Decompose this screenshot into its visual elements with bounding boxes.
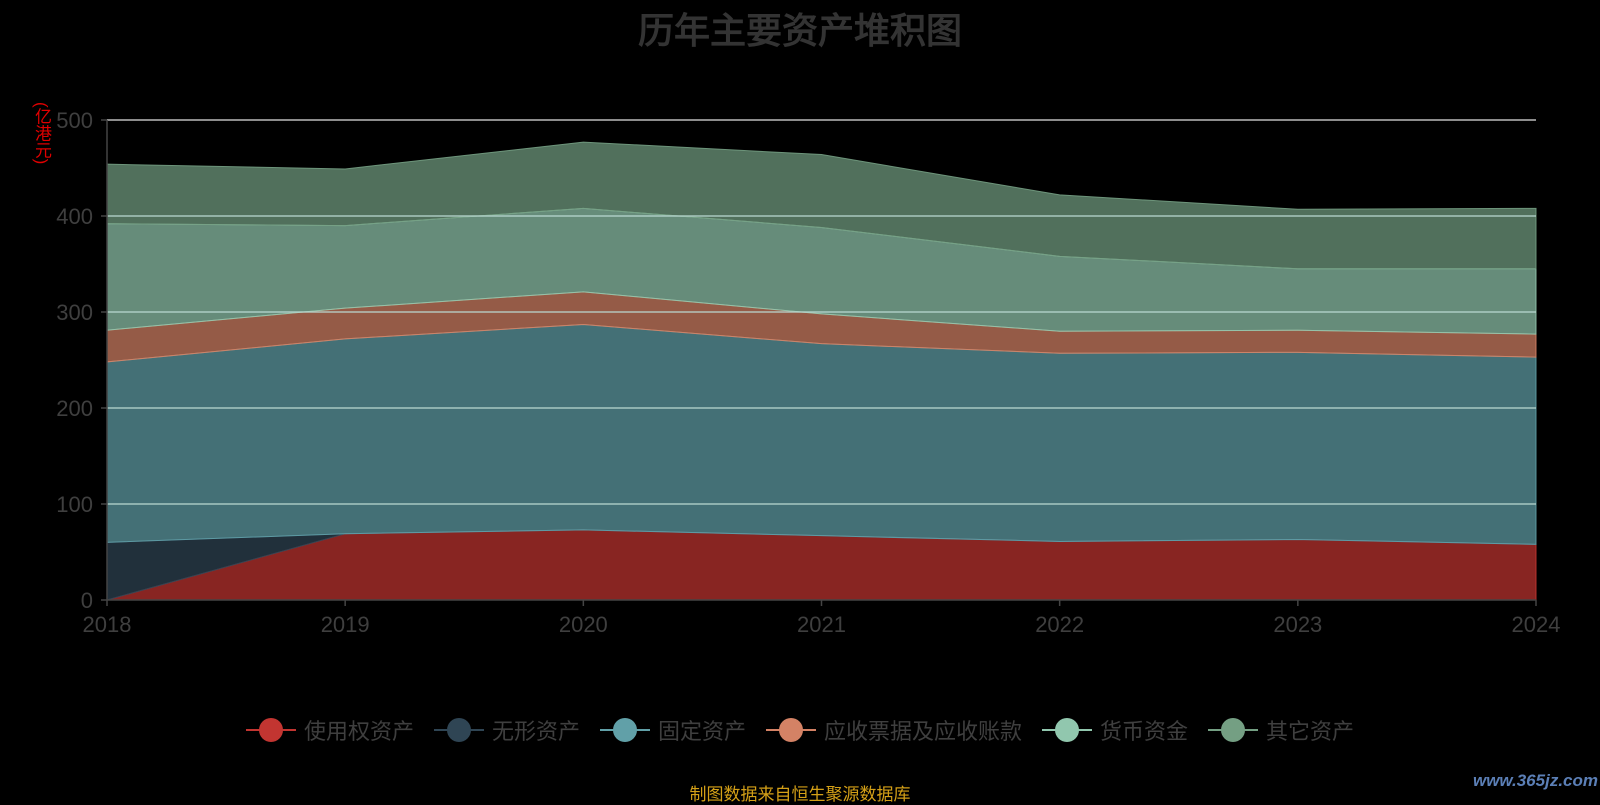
y-axis-unit: (亿港元) xyxy=(32,102,51,165)
legend-label: 固定资产 xyxy=(657,719,746,744)
legend-item-2[interactable]: 固定资产 xyxy=(599,714,746,746)
legend-item-1[interactable]: 无形资产 xyxy=(433,714,580,746)
legend-swatch xyxy=(766,717,816,743)
x-tick-label: 2018 xyxy=(83,612,132,637)
x-tick-label: 2022 xyxy=(1035,612,1084,637)
legend-label: 应收票据及应收账款 xyxy=(824,719,1023,744)
chart-title: 历年主要资产堆积图 xyxy=(637,10,962,51)
x-tick-label: 2024 xyxy=(1512,612,1561,637)
legend-label: 货币资金 xyxy=(1100,719,1189,744)
y-tick-label: 300 xyxy=(56,300,93,325)
y-tick-label: 200 xyxy=(56,396,93,421)
series-area-5 xyxy=(106,141,1537,270)
legend-dot xyxy=(446,718,471,742)
y-tick-label: 0 xyxy=(81,588,93,613)
series-area-2 xyxy=(106,323,1537,545)
legend-dot xyxy=(612,718,637,742)
legend-item-4[interactable]: 货币资金 xyxy=(1042,714,1188,746)
legend-swatch xyxy=(245,717,296,743)
legend-dot xyxy=(1055,718,1080,742)
y-tick-label: 400 xyxy=(56,204,93,229)
legend-item-3[interactable]: 应收票据及应收账款 xyxy=(766,714,1022,746)
legend: 使用权资产 无形资产 固定资产 应收票据及应收账款 货币资金 其它资产 xyxy=(0,714,1600,746)
legend-dot xyxy=(258,718,283,742)
area-layer xyxy=(106,141,1537,601)
legend-swatch xyxy=(1042,717,1093,743)
x-tick-label: 2021 xyxy=(797,612,846,637)
legend-item-0[interactable]: 使用权资产 xyxy=(245,714,414,746)
legend-swatch xyxy=(599,717,650,743)
legend-swatch xyxy=(433,717,484,743)
y-tick-label: 500 xyxy=(56,108,93,133)
x-tick-label: 2023 xyxy=(1273,612,1322,637)
watermark: www.365jz.com xyxy=(1472,771,1598,790)
y-tick-label: 100 xyxy=(56,492,93,517)
legend-dot xyxy=(779,718,803,742)
axis-layer: 0 100 200 300 400 500 2018 2019 2020 2021 2022 2023… xyxy=(56,108,1560,637)
legend-label: 无形资产 xyxy=(491,719,580,744)
grid-layer xyxy=(107,119,1536,505)
legend-item-5[interactable]: 其它资产 xyxy=(1208,714,1354,746)
legend-swatch xyxy=(1208,717,1259,743)
legend-dot xyxy=(1221,718,1246,742)
legend-label: 使用权资产 xyxy=(303,719,414,744)
x-tick-label: 2020 xyxy=(559,612,608,637)
legend-label: 其它资产 xyxy=(1266,719,1355,744)
x-tick-label: 2019 xyxy=(321,612,370,637)
source-note: 制图数据来自恒生聚源数据库 xyxy=(689,785,911,804)
